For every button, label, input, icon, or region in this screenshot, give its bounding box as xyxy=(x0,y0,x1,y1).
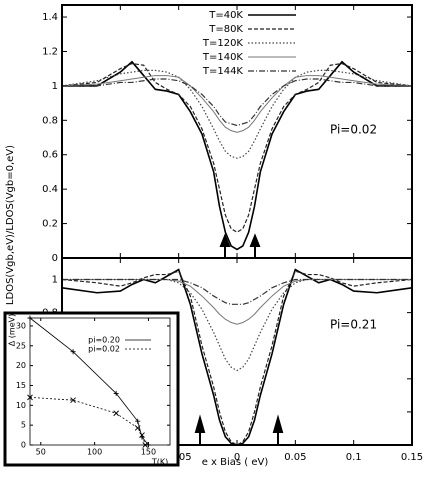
y-tick-label: 25 xyxy=(16,341,26,350)
x-axis-label: T(K) xyxy=(151,458,168,467)
y-tick-label: 0.2 xyxy=(42,219,58,230)
point-marker xyxy=(135,418,141,424)
y-tick-label: 15 xyxy=(16,381,26,390)
series-line xyxy=(61,62,413,233)
series-line xyxy=(29,317,149,446)
series-line xyxy=(61,75,413,133)
legend-label: pi=0.20 xyxy=(88,336,120,345)
x-tick-label: 0 xyxy=(234,452,240,463)
legend-label: T=80K xyxy=(208,24,243,35)
y-axis-label: Δ (meV) xyxy=(8,314,17,346)
legend-label: pi=0.02 xyxy=(88,345,120,354)
legend-label: T=144K xyxy=(202,66,244,77)
series-line xyxy=(61,270,413,446)
y-tick-label: 1.2 xyxy=(42,46,58,57)
arrow-head xyxy=(272,414,284,433)
series-line xyxy=(61,69,413,159)
y-tick-label: 10 xyxy=(16,401,26,410)
panel: 0 0.2 0.4 0.6 0.8 1 1.2 1.4 T=40K T=80K T=120K T=14… xyxy=(5,4,413,305)
x-tick-label: 0.05 xyxy=(284,452,306,463)
y-tick-label: 0.6 xyxy=(42,150,58,161)
arrow-head xyxy=(194,414,206,433)
y-tick-label: 0 xyxy=(21,441,26,450)
x-tick-label: 0.1 xyxy=(346,452,362,463)
legend-label: T=120K xyxy=(202,38,244,49)
y-axis-label: LDOS(Vgb,eV)/LDOS(Vgb=0,eV) xyxy=(5,145,16,305)
y-tick-label: 1 xyxy=(52,81,58,92)
x-tick-label: 0.15 xyxy=(401,452,423,463)
point-marker xyxy=(70,397,76,403)
annotation: Pi=0.02 xyxy=(330,123,377,137)
point-marker xyxy=(139,432,145,438)
inset-box xyxy=(3,311,180,467)
x-tick-label: 150 xyxy=(141,448,156,457)
point-marker xyxy=(113,410,119,417)
y-tick-label: 1 xyxy=(52,275,58,286)
series-line xyxy=(29,396,146,446)
y-tick-label: 1.4 xyxy=(42,12,58,23)
y-tick-label: 0.4 xyxy=(42,184,58,195)
arrow-head xyxy=(219,233,231,247)
point-marker xyxy=(70,349,76,355)
gap-arrows xyxy=(194,233,284,445)
series-line xyxy=(62,278,412,305)
series-line xyxy=(62,278,412,372)
y-tick-label: 0.8 xyxy=(42,115,58,126)
x-tick-label: 100 xyxy=(87,448,102,457)
legend-label: T=40K xyxy=(208,10,243,21)
arrow-head xyxy=(249,233,261,247)
x-tick-label: 50 xyxy=(36,448,46,457)
y-tick-label: 20 xyxy=(16,361,26,370)
legend-label: T=140K xyxy=(202,52,244,63)
y-tick-label: 30 xyxy=(16,321,26,330)
point-marker xyxy=(134,425,141,431)
series-line xyxy=(62,60,412,251)
x-axis-label: e x Bias ( eV) xyxy=(202,457,269,468)
y-tick-label: 0 xyxy=(52,253,58,264)
point-marker xyxy=(113,390,119,396)
y-tick-label: 5 xyxy=(21,421,26,430)
series-line xyxy=(62,78,412,127)
plot-frame xyxy=(29,317,171,446)
annotation: Pi=0.21 xyxy=(330,318,377,332)
